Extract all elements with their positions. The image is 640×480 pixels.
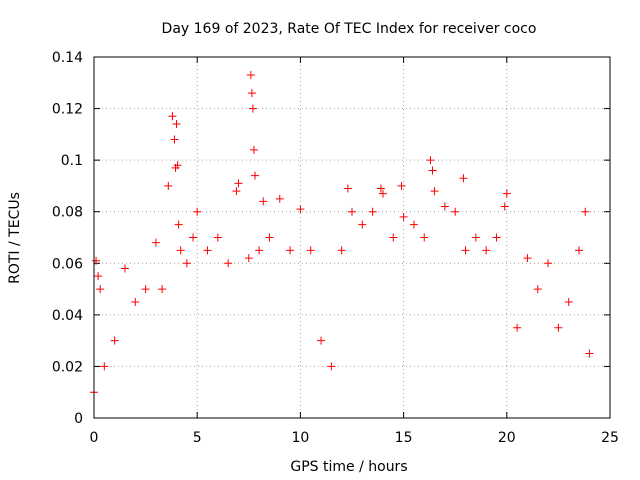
data-point: [213, 233, 222, 242]
data-point: [471, 233, 480, 242]
data-point: [523, 254, 532, 263]
data-point: [440, 202, 449, 211]
x-axis-label: GPS time / hours: [290, 459, 407, 475]
data-point: [533, 285, 542, 294]
data-point: [275, 194, 284, 203]
data-points: [90, 71, 594, 397]
x-tick-label: 25: [601, 430, 619, 446]
chart-title: Day 169 of 2023, Rate Of TEC Index for r…: [162, 21, 537, 37]
y-tick-label: 0.1: [61, 153, 83, 169]
data-point: [173, 161, 182, 170]
y-tick-label: 0.08: [52, 205, 83, 221]
x-tick-label: 0: [90, 430, 99, 446]
data-point: [376, 184, 385, 193]
data-point: [399, 212, 408, 221]
data-point: [459, 174, 468, 183]
data-point: [249, 145, 258, 154]
data-point: [174, 220, 183, 229]
data-point: [409, 220, 418, 229]
data-point: [168, 112, 177, 121]
data-point: [389, 233, 398, 242]
data-point: [246, 71, 255, 80]
data-point: [182, 259, 191, 268]
data-point: [317, 336, 326, 345]
data-point: [244, 254, 253, 263]
data-point: [502, 189, 511, 198]
data-point: [265, 233, 274, 242]
x-tick-label: 10: [291, 430, 309, 446]
data-point: [96, 285, 105, 294]
data-point: [250, 171, 259, 180]
data-point: [306, 246, 315, 255]
data-point: [234, 179, 243, 188]
data-point: [94, 272, 103, 281]
data-point: [461, 246, 470, 255]
data-point: [500, 202, 509, 211]
data-point: [420, 233, 429, 242]
axis-ticks: 0 5 10 15 20 25 0 0.02 0.04 0.06 0.08 0.1 0.12 0.14: [52, 50, 619, 446]
data-point: [131, 297, 140, 306]
data-point: [368, 207, 377, 216]
data-point: [348, 207, 356, 216]
data-point: [158, 285, 167, 294]
data-point: [255, 246, 264, 255]
data-point: [397, 181, 406, 190]
data-point: [193, 207, 202, 216]
y-tick-label: 0.04: [52, 308, 83, 324]
y-tick-label: 0.06: [52, 256, 83, 272]
data-point: [337, 246, 346, 255]
data-point: [92, 256, 101, 265]
data-point: [141, 285, 150, 294]
x-tick-label: 5: [193, 430, 202, 446]
y-tick-label: 0.12: [52, 102, 83, 118]
data-point: [203, 246, 212, 255]
data-point: [492, 233, 501, 242]
y-tick-label: 0.14: [52, 50, 83, 66]
data-point: [451, 207, 460, 216]
data-point: [358, 220, 367, 229]
data-point: [430, 187, 439, 196]
data-point: [564, 297, 573, 306]
x-tick-label: 20: [498, 430, 516, 446]
data-point: [224, 259, 233, 268]
y-tick-label: 0: [74, 411, 83, 427]
y-tick-label: 0.02: [52, 359, 83, 375]
x-tick-label: 15: [395, 430, 413, 446]
data-point: [575, 246, 584, 255]
data-point: [544, 259, 553, 268]
data-point: [151, 238, 160, 247]
data-point: [426, 156, 435, 165]
grid: [94, 57, 610, 418]
data-point: [176, 246, 185, 255]
data-point: [428, 166, 437, 175]
data-point: [172, 120, 181, 129]
data-point: [100, 362, 109, 371]
data-point: [248, 104, 257, 113]
data-point: [189, 233, 198, 242]
plot-frame: [93, 56, 611, 419]
data-point: [513, 323, 522, 332]
data-point: [247, 89, 256, 98]
data-point: [232, 187, 241, 196]
data-point: [343, 184, 352, 193]
data-point: [378, 189, 387, 198]
y-axis-label: ROTI / TECUs: [7, 192, 23, 284]
data-point: [110, 336, 119, 345]
data-point: [581, 207, 590, 216]
data-point: [120, 264, 129, 273]
data-point: [296, 205, 305, 214]
data-point: [286, 246, 295, 255]
data-point: [259, 197, 268, 206]
data-point: [164, 181, 173, 190]
data-point: [585, 349, 594, 358]
data-point: [554, 323, 563, 332]
data-point: [327, 362, 336, 371]
data-point: [170, 135, 179, 144]
data-point: [482, 246, 491, 255]
